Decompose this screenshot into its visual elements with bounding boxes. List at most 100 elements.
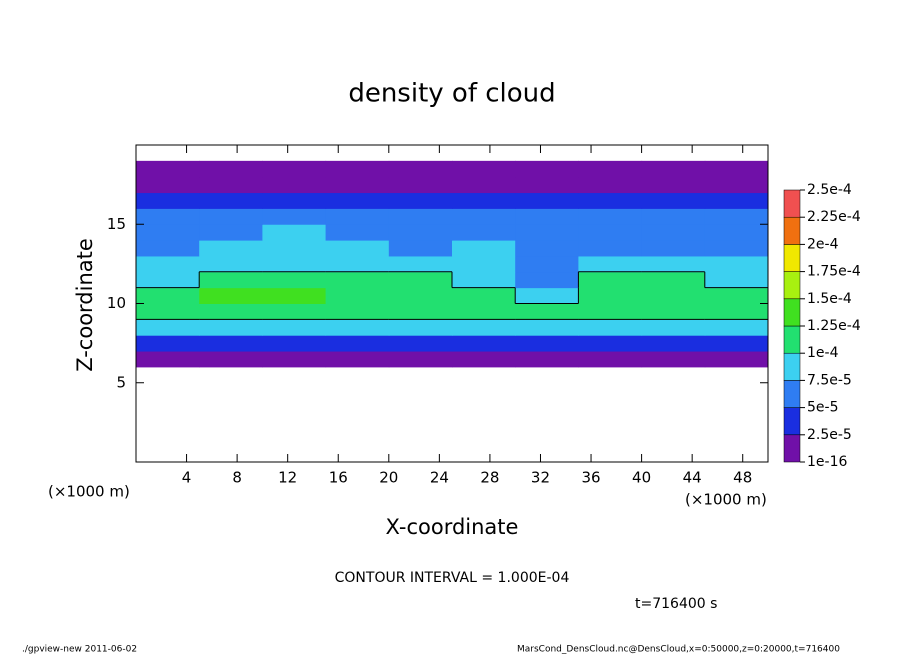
heatmap-cell (515, 335, 579, 352)
colorbar-swatch (783, 380, 801, 408)
colorbar-label: 2.5e-4 (807, 182, 852, 198)
heatmap-cell (199, 192, 263, 209)
heatmap-cell (452, 192, 516, 209)
colorbar-label: 2.5e-5 (807, 427, 852, 443)
heatmap-cell (388, 160, 453, 178)
heatmap-cell (515, 176, 579, 194)
heatmap-cell (199, 319, 263, 336)
heatmap-cell (136, 271, 200, 289)
heatmap-cell (199, 224, 263, 241)
heatmap-cell (578, 351, 643, 368)
heatmap-cell (325, 160, 390, 178)
heatmap-cell (262, 160, 327, 178)
x-tick-label: 48 (733, 469, 752, 487)
heatmap-cell (262, 287, 327, 304)
heatmap-cell (515, 271, 579, 289)
heatmap-cell (452, 208, 516, 225)
heatmap-cells (136, 160, 769, 368)
heatmap-cell (704, 319, 769, 336)
heatmap-cell (199, 160, 263, 178)
heatmap-cell (641, 287, 706, 304)
heatmap-cell (704, 240, 769, 257)
heatmap-cell (136, 303, 200, 320)
heatmap-cell (325, 335, 390, 352)
heatmap-cell (704, 224, 769, 241)
heatmap-cell (704, 192, 769, 209)
y-tick-label: 5 (116, 373, 126, 391)
colorbar-swatch (783, 325, 801, 354)
heatmap-cell (704, 303, 769, 320)
heatmap-cell (515, 160, 579, 178)
heatmap-cell (452, 351, 516, 368)
heatmap-cell (262, 224, 327, 241)
x-tick-label: 44 (683, 469, 702, 487)
x-tick-label: 24 (430, 469, 449, 487)
heatmap-cell (388, 224, 453, 241)
colorbar-swatch (783, 189, 801, 218)
heatmap-cell (452, 287, 516, 304)
heatmap-cell (452, 303, 516, 320)
heatmap-cell (199, 287, 263, 304)
heatmap-cell (199, 208, 263, 225)
colorbar-label: 2.25e-4 (807, 209, 861, 225)
heatmap-cell (325, 351, 390, 368)
heatmap-cell (325, 319, 390, 336)
heatmap-cell (704, 351, 769, 368)
heatmap-cell (262, 271, 327, 289)
contours (136, 271, 768, 320)
heatmap-cell (136, 335, 200, 352)
y-axis-label: Z-coordinate (73, 238, 97, 372)
heatmap-cell (641, 192, 706, 209)
heatmap-cell (388, 176, 453, 194)
heatmap-cell (199, 240, 263, 257)
heatmap-cell (388, 351, 453, 368)
heatmap-cell (388, 271, 453, 289)
heatmap-cell (136, 255, 200, 273)
colorbar-swatch (783, 352, 801, 381)
heatmap-cell (641, 160, 706, 178)
heatmap-cell (199, 351, 263, 368)
heatmap-cell (452, 240, 516, 257)
heatmap-cell (136, 287, 200, 304)
heatmap-cell (515, 319, 579, 336)
heatmap-cell (262, 176, 327, 194)
colorbar-swatch (783, 216, 801, 245)
heatmap-cell (325, 176, 390, 194)
x-tick-label: 32 (531, 469, 550, 487)
heatmap-cell (199, 176, 263, 194)
x-axis-label: X-coordinate (386, 515, 519, 539)
heatmap-cell (136, 176, 200, 194)
heatmap-cell (199, 303, 263, 320)
x-tick-label: 16 (329, 469, 348, 487)
heatmap-cell (452, 224, 516, 241)
heatmap-cell (704, 160, 769, 178)
heatmap-cell (388, 208, 453, 225)
heatmap-cell (199, 335, 263, 352)
heatmap-cell (136, 240, 200, 257)
heatmap-cell (136, 160, 200, 178)
x-unit: (×1000 m) (685, 491, 767, 509)
heatmap-cell (262, 351, 327, 368)
heatmap-cell (641, 319, 706, 336)
y-tick-label: 15 (107, 215, 126, 233)
heatmap-cell (199, 271, 263, 289)
heatmap-cell (704, 335, 769, 352)
heatmap-cell (641, 224, 706, 241)
heatmap-cell (704, 287, 769, 304)
colorbar-label: 1e-4 (807, 345, 839, 361)
heatmap-cell (325, 208, 390, 225)
colorbar-swatch (783, 434, 801, 463)
heatmap-cell (515, 303, 579, 320)
x-tick-label: 28 (480, 469, 499, 487)
x-tick-label: 12 (278, 469, 297, 487)
heatmap-cell (325, 287, 390, 304)
heatmap-cell (136, 192, 200, 209)
heatmap-cell (388, 255, 453, 273)
heatmap-cell (641, 303, 706, 320)
footer-left: ./gpview-new 2011-06-02 (22, 645, 137, 654)
heatmap-cell (641, 255, 706, 273)
heatmap-cell (262, 240, 327, 257)
heatmap-cell (578, 192, 643, 209)
heatmap-cell (641, 351, 706, 368)
colorbar-label: 1.5e-4 (807, 291, 852, 307)
